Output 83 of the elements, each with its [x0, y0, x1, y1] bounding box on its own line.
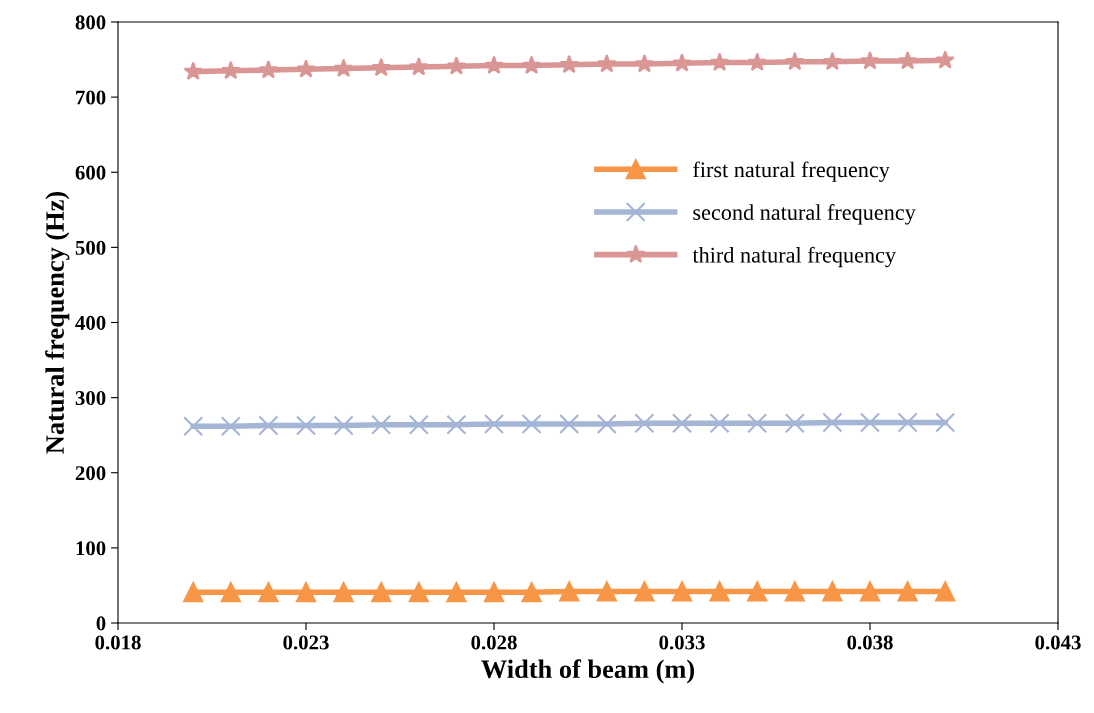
y-tick-label: 300 [75, 391, 106, 406]
point [634, 413, 655, 434]
point [859, 581, 881, 602]
point [521, 582, 542, 603]
y-tick-label: 100 [76, 541, 106, 556]
point [709, 581, 730, 602]
point [258, 60, 279, 79]
point [747, 413, 768, 434]
point [784, 413, 805, 434]
y-axis-title: Natural frequency (Hz) [45, 191, 70, 454]
point [596, 413, 617, 434]
point [935, 50, 955, 69]
point [371, 582, 392, 603]
y-tick-label: 700 [76, 90, 106, 105]
y-tick-label: 800 [75, 15, 106, 30]
x-axis-title: Width of beam (m) [481, 659, 694, 684]
point [634, 581, 655, 602]
y-tick-label: 600 [75, 165, 106, 180]
point [446, 582, 467, 603]
point [822, 581, 843, 602]
point [333, 58, 354, 77]
point [709, 413, 730, 434]
point [183, 416, 204, 437]
point [747, 581, 768, 602]
x-tick-label: 0.033 [659, 635, 705, 650]
point [408, 414, 429, 435]
point [371, 414, 392, 435]
legend-label: third natural frequency [692, 246, 896, 268]
point [860, 51, 880, 70]
y-tick-label: 200 [75, 466, 106, 481]
point [596, 581, 617, 602]
y-tick-label: 400 [75, 315, 106, 330]
x-tick-label: 0.038 [847, 635, 893, 650]
point [784, 581, 805, 602]
point [408, 582, 429, 603]
point [859, 412, 881, 433]
point [897, 412, 918, 433]
point [220, 582, 241, 603]
point [671, 413, 693, 434]
point [521, 413, 542, 434]
x-tick-label: 0.028 [471, 635, 517, 650]
point [597, 54, 617, 73]
y-tick-label: 500 [75, 240, 106, 255]
point [483, 413, 505, 434]
point [371, 57, 391, 77]
point [220, 416, 241, 437]
point [333, 582, 354, 603]
point [747, 52, 767, 71]
point [295, 582, 317, 603]
y-tick-label: 0 [96, 616, 106, 631]
point [822, 412, 843, 433]
point [822, 51, 843, 71]
point [935, 581, 956, 602]
x-tick-label: 0.043 [1035, 635, 1081, 650]
point [521, 55, 542, 74]
point [183, 582, 204, 603]
point [484, 55, 504, 74]
point [671, 581, 693, 602]
point [296, 59, 316, 78]
point [258, 415, 279, 436]
point [559, 54, 579, 74]
point [295, 415, 317, 436]
point [634, 54, 655, 73]
x-tick-label: 0.023 [283, 635, 329, 650]
x-tick-label: 0.018 [95, 635, 141, 650]
point [897, 51, 918, 70]
point [559, 581, 580, 602]
point [559, 413, 580, 434]
point [897, 581, 918, 602]
point [709, 52, 730, 71]
point [333, 415, 354, 436]
point [672, 53, 692, 72]
point [183, 61, 203, 80]
point [258, 582, 279, 603]
point [483, 582, 505, 603]
legend-label: first natural frequency [693, 161, 890, 182]
point [221, 60, 241, 80]
point [446, 56, 467, 75]
point [446, 414, 467, 435]
point [935, 412, 956, 433]
point [409, 57, 429, 76]
legend-label: second natural frequency [693, 204, 916, 225]
point [785, 51, 805, 71]
